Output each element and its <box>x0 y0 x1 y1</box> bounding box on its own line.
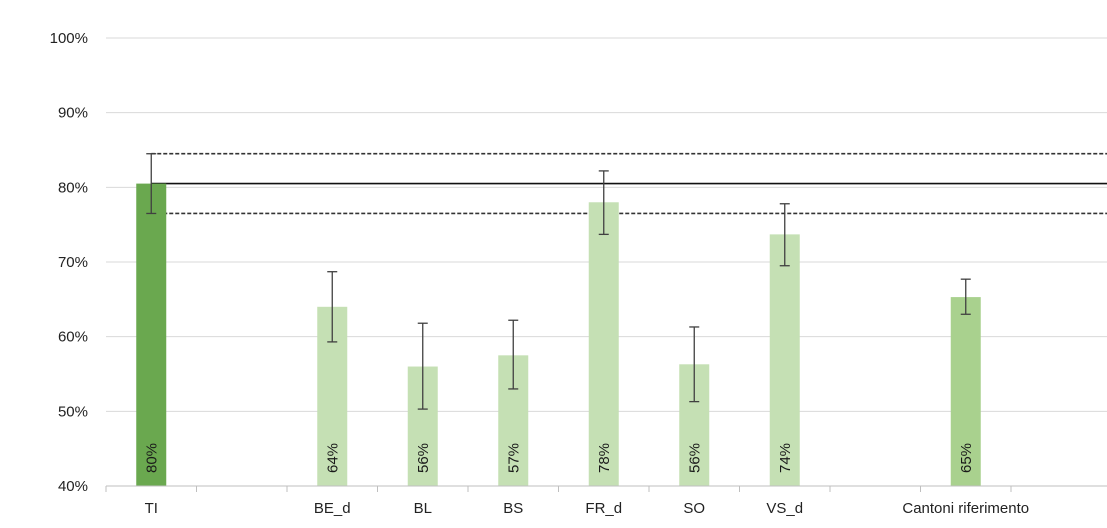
y-tick-label: 40% <box>58 478 88 495</box>
bar-data-label: 74% <box>777 443 794 473</box>
x-category-label: BL <box>414 500 432 517</box>
bar-data-label: 65% <box>958 443 975 473</box>
bar-data-label: 57% <box>505 443 522 473</box>
bar <box>588 202 619 486</box>
bar <box>950 297 981 486</box>
y-tick-label: 100% <box>50 30 88 47</box>
bar-data-label: 56% <box>686 443 703 473</box>
x-category-label: TI <box>145 500 158 517</box>
y-tick-label: 70% <box>58 254 88 271</box>
y-tick-label: 50% <box>58 403 88 420</box>
bar-data-label: 56% <box>415 443 432 473</box>
x-category-label: FR_d <box>585 500 622 517</box>
bar-data-label: 80% <box>143 443 160 473</box>
x-category-label: BS <box>503 500 523 517</box>
bar <box>769 234 800 486</box>
bar-data-label: 78% <box>596 443 613 473</box>
y-tick-label: 80% <box>58 179 88 196</box>
bar-data-label: 64% <box>324 443 341 473</box>
x-category-label: SO <box>683 500 705 517</box>
bar <box>136 183 167 486</box>
x-category-label: BE_d <box>314 500 351 517</box>
x-category-label: Cantoni riferimento <box>902 500 1029 517</box>
y-tick-label: 90% <box>58 105 88 122</box>
x-category-label: VS_d <box>766 500 803 517</box>
y-tick-label: 60% <box>58 329 88 346</box>
